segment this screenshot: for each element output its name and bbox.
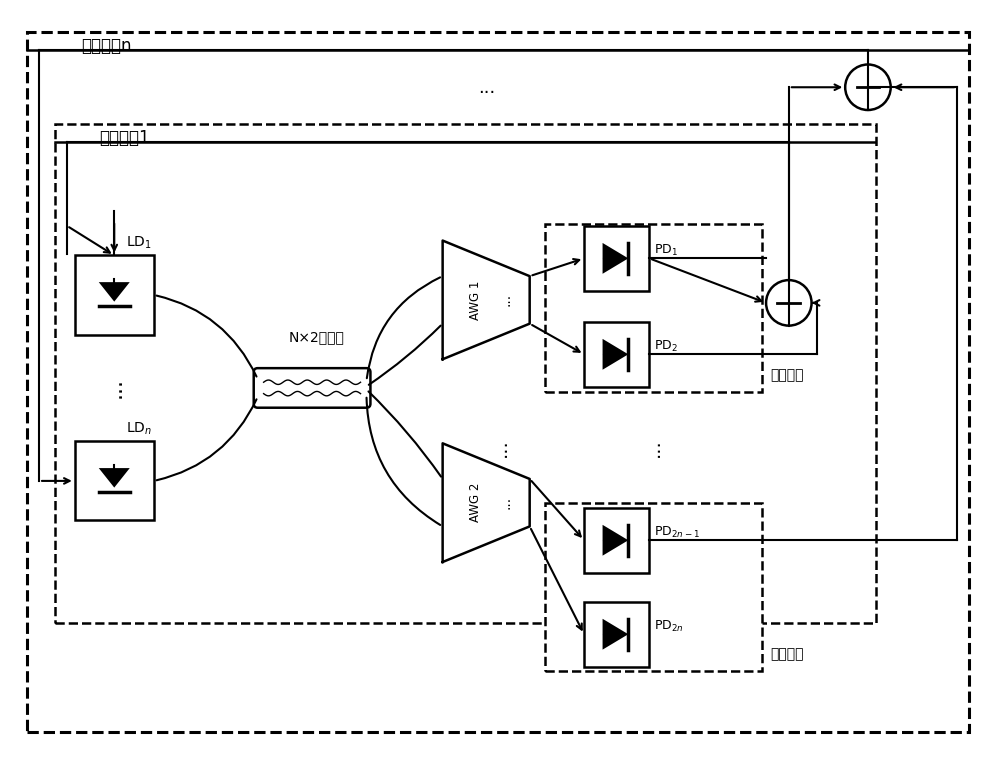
Text: ...: ...	[498, 496, 512, 510]
Bar	[584, 225, 649, 291]
Text: PD$_1$: PD$_1$	[654, 243, 678, 258]
Polygon shape	[443, 443, 530, 562]
Bar	[584, 322, 649, 387]
Text: AWG 2: AWG 2	[469, 483, 482, 523]
Text: PD$_{2n-1}$: PD$_{2n-1}$	[654, 525, 700, 540]
Text: LD$_1$: LD$_1$	[126, 235, 152, 251]
Polygon shape	[443, 241, 530, 359]
Text: ...: ...	[479, 79, 496, 97]
Bar	[584, 507, 649, 573]
Bar	[75, 255, 154, 335]
Bar	[584, 601, 649, 667]
Polygon shape	[603, 243, 628, 274]
Polygon shape	[603, 525, 628, 555]
Polygon shape	[99, 282, 130, 302]
Bar	[545, 224, 762, 392]
Polygon shape	[603, 339, 628, 370]
Text: 反馈电路n: 反馈电路n	[82, 37, 132, 55]
Text: PD$_2$: PD$_2$	[654, 339, 678, 354]
Text: ...: ...	[498, 293, 512, 306]
Text: ...: ...	[104, 377, 124, 399]
Polygon shape	[603, 619, 628, 649]
Bar	[545, 503, 762, 671]
Text: AWG 1: AWG 1	[469, 280, 482, 319]
Text: ...: ...	[644, 438, 663, 457]
Text: LD$_n$: LD$_n$	[126, 421, 152, 437]
Text: N×2合波器: N×2合波器	[289, 330, 345, 345]
Text: 探测装置: 探测装置	[770, 647, 804, 661]
FancyBboxPatch shape	[254, 368, 370, 408]
Text: PD$_{2n}$: PD$_{2n}$	[654, 619, 684, 634]
Text: 反馈电路1: 反馈电路1	[99, 129, 150, 147]
Bar	[55, 124, 876, 623]
Polygon shape	[99, 468, 130, 487]
Text: 探测装置: 探测装置	[770, 368, 804, 382]
Text: ...: ...	[490, 438, 510, 457]
Bar	[75, 442, 154, 520]
